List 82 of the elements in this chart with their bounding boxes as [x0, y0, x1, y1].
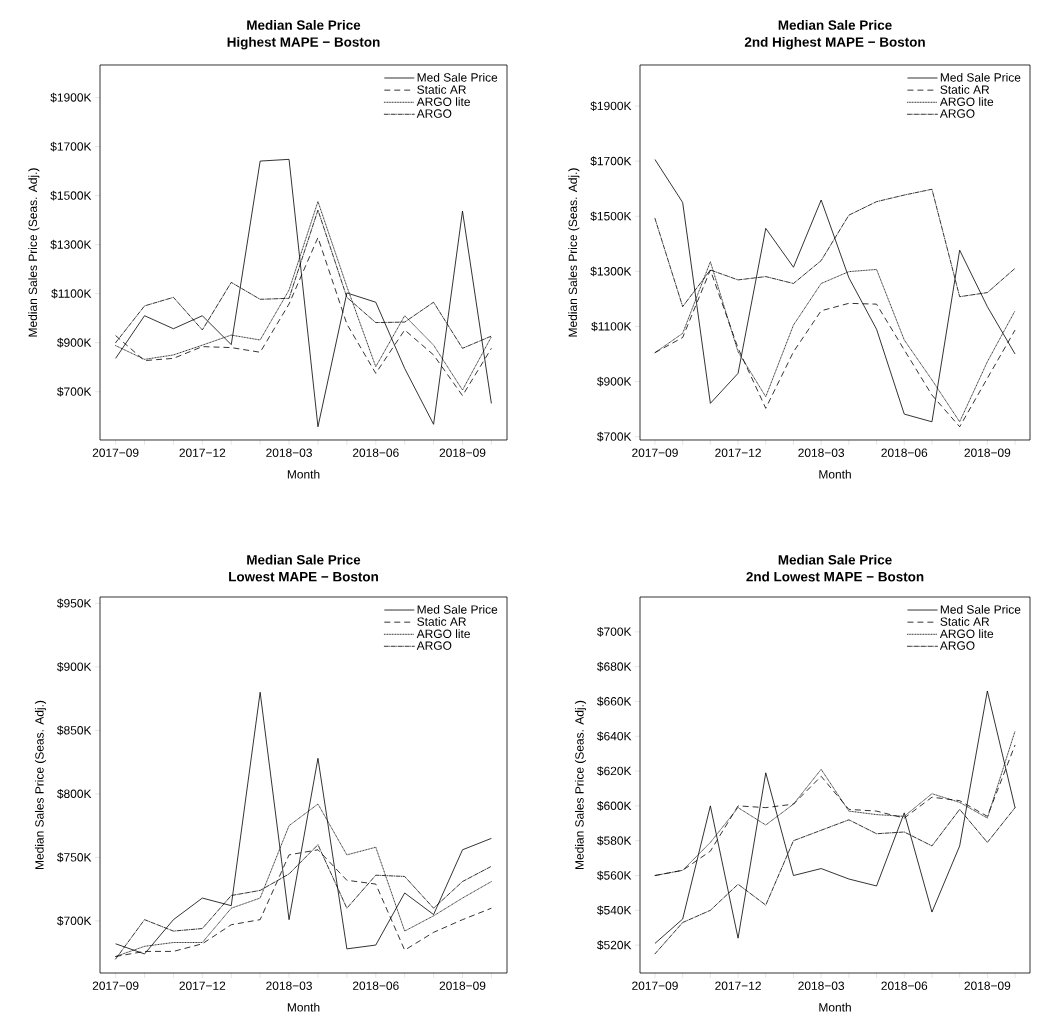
- x-tick-label: 2018−03: [266, 981, 312, 990]
- y-tick-label: $1900K: [590, 101, 632, 111]
- x-axis-title: Month: [819, 1002, 851, 1012]
- y-tick-label: $1300K: [50, 239, 92, 250]
- chart-title: Median Sale Price: [247, 554, 361, 565]
- x-tick-label: 2018−06: [881, 981, 928, 990]
- y-tick-label: $640K: [597, 731, 632, 742]
- legend-label: ARGO: [416, 641, 452, 650]
- y-tick-label: $560K: [597, 870, 632, 881]
- x-tick-label: 2018−06: [881, 448, 928, 457]
- x-tick-label: 2018−09: [439, 448, 486, 457]
- y-tick-label: $900K: [597, 376, 632, 387]
- y-tick-label: $700K: [597, 431, 632, 442]
- legend-label: ARGO lite: [939, 629, 994, 638]
- x-tick-label: 2017−12: [715, 981, 761, 990]
- y-tick-label: $1100K: [51, 288, 92, 299]
- y-tick-label: $1900K: [50, 92, 92, 103]
- x-tick-label: 2018−03: [798, 981, 845, 990]
- y-axis-title: Median Sales Price (Seas. Adj.): [574, 700, 587, 869]
- legend-label: Med Sale Price: [940, 72, 1021, 82]
- y-tick-label: $620K: [597, 766, 632, 776]
- x-axis-title: Month: [819, 469, 851, 479]
- chart-title: Median Sale Price: [247, 19, 361, 30]
- legend-label: ARGO: [416, 109, 452, 118]
- y-tick-label: $520K: [597, 940, 632, 950]
- chart-subtitle: Highest MAPE − Boston: [227, 36, 380, 50]
- x-tick-label: 2018−09: [964, 981, 1011, 990]
- chart-title: Median Sale Price: [778, 554, 892, 565]
- y-tick-label: $1300K: [590, 266, 632, 277]
- legend-label: ARGO lite: [416, 97, 470, 106]
- x-tick-label: 2017−12: [179, 981, 226, 990]
- chart-title: Median Sale Price: [778, 19, 892, 30]
- y-tick-label: $800K: [57, 789, 92, 799]
- x-tick-label: 2017−09: [92, 981, 139, 990]
- y-tick-label: $660K: [597, 696, 632, 707]
- y-axis-title: Median Sales Price (Seas. Adj.): [28, 168, 40, 337]
- y-tick-label: $700K: [57, 916, 92, 926]
- x-tick-label: 2017−09: [632, 981, 678, 990]
- legend-label: ARGO: [939, 641, 975, 650]
- y-axis-title: Median Sales Price (Seas. Adj.): [568, 168, 580, 337]
- legend-label: Med Sale Price: [417, 72, 498, 82]
- legend-label: Med Sale Price: [417, 604, 498, 614]
- y-tick-label: $900K: [57, 337, 92, 348]
- y-tick-label: $1700K: [50, 141, 92, 152]
- legend-label: Static AR: [417, 85, 466, 94]
- y-tick-label: $540K: [597, 905, 632, 916]
- y-tick-label: $950K: [57, 598, 92, 609]
- y-tick-label: $1500K: [590, 211, 632, 222]
- x-tick-label: 2017−12: [715, 448, 761, 457]
- x-tick-label: 2017−09: [92, 448, 139, 457]
- x-axis-title: Month: [287, 1002, 320, 1012]
- y-tick-label: $580K: [597, 835, 632, 846]
- y-axis-title: Median Sales Price (Seas. Adj.): [34, 700, 47, 869]
- chart-subtitle: 2nd Lowest MAPE − Boston: [746, 571, 924, 582]
- y-tick-label: $1100K: [591, 321, 632, 332]
- chart-subtitle: Lowest MAPE − Boston: [229, 572, 378, 582]
- chart-subtitle: 2nd Highest MAPE − Boston: [744, 36, 925, 50]
- x-tick-label: 2018−06: [352, 448, 399, 457]
- legend-label: Static AR: [940, 85, 990, 94]
- y-tick-label: $700K: [57, 386, 92, 397]
- y-tick-label: $900K: [57, 662, 92, 672]
- x-tick-label: 2017−09: [632, 448, 678, 457]
- legend-label: ARGO lite: [939, 97, 994, 106]
- x-tick-label: 2018−03: [798, 448, 845, 457]
- legend-label: Static AR: [940, 617, 990, 626]
- x-tick-label: 2018−09: [964, 448, 1011, 457]
- y-tick-label: $750K: [57, 852, 92, 863]
- legend-label: ARGO lite: [416, 629, 470, 638]
- y-tick-label: $1700K: [590, 156, 632, 166]
- y-tick-label: $850K: [57, 725, 92, 736]
- legend-label: Static AR: [417, 617, 466, 626]
- x-tick-label: 2017−12: [179, 448, 226, 457]
- y-tick-label: $600K: [597, 801, 632, 811]
- y-tick-label: $700K: [597, 626, 632, 637]
- x-axis-title: Month: [287, 469, 320, 479]
- y-tick-label: $680K: [597, 661, 632, 672]
- x-tick-label: 2018−03: [266, 448, 312, 457]
- x-tick-label: 2018−09: [439, 981, 486, 990]
- legend-label: ARGO: [939, 109, 975, 118]
- x-tick-label: 2018−06: [352, 981, 399, 990]
- legend-label: Med Sale Price: [940, 604, 1021, 614]
- y-tick-label: $1500K: [50, 190, 92, 201]
